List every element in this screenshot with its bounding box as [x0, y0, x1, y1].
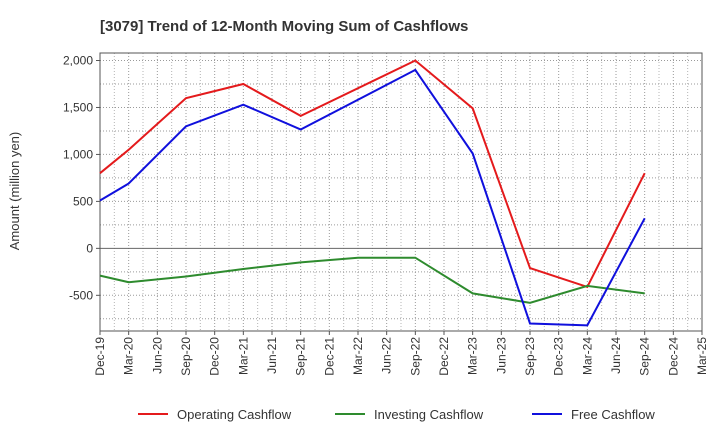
x-tick-label: Mar-25	[695, 337, 709, 375]
x-tick-label: Jun-20	[150, 337, 164, 374]
x-tick-label: Jun-24	[609, 337, 623, 374]
x-tick-label: Mar-20	[122, 337, 136, 375]
x-tick-label: Dec-22	[437, 337, 451, 376]
x-tick-label: Sep-22	[408, 337, 422, 376]
x-tick-label: Sep-23	[523, 337, 537, 376]
x-tick-label: Sep-21	[294, 337, 308, 376]
y-tick-label: 500	[73, 194, 93, 208]
legend: Operating Cashflow Investing Cashflow Free…	[138, 407, 655, 422]
plot-area: 2,000 1,500 1,000 500 0 -500 Dec-19 Mar-20 Jun-2…	[63, 52, 709, 376]
x-tick-label: Mar-22	[351, 337, 365, 375]
x-tick-label: Dec-24	[666, 337, 680, 376]
x-tick-label: Dec-23	[552, 337, 566, 376]
x-tick-label: Dec-19	[93, 337, 107, 376]
x-tick-label: Mar-23	[466, 337, 480, 375]
operating-cashflow-line	[99, 59, 646, 289]
x-tick-label: Sep-24	[638, 337, 652, 376]
investing-cashflow-line	[99, 256, 645, 304]
y-tick-label: 0	[86, 241, 93, 255]
x-tick-label: Dec-21	[322, 337, 336, 376]
x-tick-label: Sep-20	[179, 337, 193, 376]
x-tick-label: Dec-20	[208, 337, 222, 376]
plot-frame	[99, 52, 703, 332]
y-tick-label: 1,500	[63, 100, 93, 114]
free-cashflow-legend-label: Free Cashflow	[571, 407, 655, 422]
x-tick-label: Jun-22	[380, 337, 394, 374]
operating-cashflow-legend-label: Operating Cashflow	[177, 407, 292, 422]
investing-cashflow-legend-label: Investing Cashflow	[374, 407, 484, 422]
y-tick-label: -500	[69, 288, 93, 302]
x-tick-label: Jun-21	[265, 337, 279, 374]
x-tick-label: Mar-24	[580, 337, 594, 375]
x-tick-label: Jun-23	[494, 337, 508, 374]
y-tick-label: 1,000	[63, 147, 93, 161]
x-tick-label: Mar-21	[236, 337, 250, 375]
y-axis-label: Amount (million yen)	[7, 132, 22, 251]
chart-title: [3079] Trend of 12-Month Moving Sum of C…	[100, 18, 468, 35]
y-tick-label: 2,000	[63, 54, 93, 68]
free-cashflow-line	[99, 68, 646, 327]
